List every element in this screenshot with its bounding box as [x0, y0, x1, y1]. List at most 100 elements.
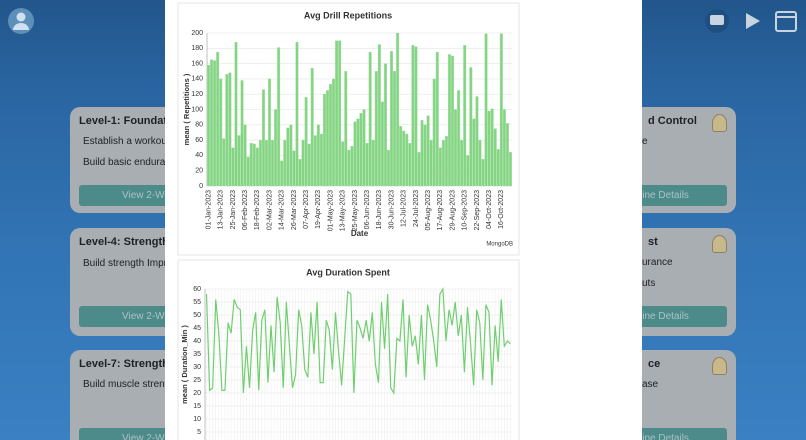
bar — [460, 139, 464, 187]
y-tick-label: 60 — [193, 286, 201, 293]
calendar-icon[interactable] — [775, 11, 797, 32]
bar — [469, 67, 473, 187]
chat-icon — [710, 15, 724, 25]
bar — [365, 142, 369, 187]
bar — [219, 78, 223, 187]
bar — [441, 139, 445, 187]
bar — [338, 40, 342, 187]
bar — [234, 41, 238, 187]
bar — [210, 59, 214, 187]
y-tick-label: 20 — [193, 390, 201, 397]
bar — [268, 78, 272, 187]
card-item: Build strength — [83, 258, 145, 269]
bar — [249, 142, 253, 187]
bar — [301, 139, 305, 187]
card-title: Level-7: Strength a — [79, 358, 179, 370]
bar — [347, 149, 351, 187]
x-tick-label: 04-Oct-2023 — [486, 190, 493, 229]
line — [205, 286, 511, 396]
bar — [472, 118, 476, 187]
bar — [261, 89, 265, 187]
y-axis-title: mean ( Duration_Min ) — [180, 325, 189, 404]
bar — [222, 138, 226, 187]
bar — [353, 121, 357, 187]
bar — [484, 33, 488, 187]
card-title: Level-4: Strength a — [79, 236, 179, 248]
x-tick-label: 06-Jun-2023 — [364, 190, 371, 229]
x-tick-label: 14-Mar-2023 — [279, 190, 286, 230]
bar — [240, 80, 244, 187]
card-item: uts — [642, 278, 656, 289]
y-tick-label: 15 — [193, 403, 201, 410]
bar — [252, 143, 256, 187]
bar — [435, 51, 439, 187]
x-tick-label: 13-Jan-2023 — [218, 190, 225, 229]
card-item: e — [642, 136, 648, 147]
bar — [502, 109, 506, 187]
bar — [405, 133, 409, 187]
chart-title: Avg Drill Repetitions — [304, 10, 392, 20]
bar — [316, 124, 320, 187]
x-tick-label: 10-Sep-2023 — [462, 190, 469, 231]
bar — [283, 139, 287, 187]
top-bar — [8, 8, 797, 34]
play-icon[interactable] — [746, 13, 760, 29]
bar — [231, 147, 235, 187]
bar — [432, 78, 436, 187]
bar — [454, 109, 458, 187]
x-tick-label: 22-Sep-2023 — [474, 190, 481, 231]
y-tick-label: 160 — [191, 60, 203, 67]
x-tick-label: 25-May-2023 — [352, 190, 359, 231]
x-tick-label: 01-Jan-2023 — [205, 190, 212, 229]
bar — [493, 128, 497, 187]
bar — [396, 32, 400, 187]
y-tick-label: 25 — [193, 377, 201, 384]
bar — [359, 113, 363, 187]
bar — [280, 160, 284, 187]
bar — [399, 126, 403, 187]
x-tick-label: 01-May-2023 — [327, 190, 334, 231]
bar — [426, 115, 430, 187]
bar — [478, 139, 482, 187]
bar — [481, 159, 485, 187]
bar — [444, 136, 448, 187]
x-axis-title: Date — [351, 229, 369, 238]
y-tick-label: 80 — [195, 122, 203, 129]
avatar-head — [16, 12, 26, 22]
y-tick-label: 40 — [193, 338, 201, 345]
x-tick-label: 07-Apr-2023 — [303, 190, 310, 229]
x-tick-label: 02-Mar-2023 — [266, 190, 273, 230]
x-tick-label: 13-May-2023 — [340, 190, 347, 231]
bar — [356, 118, 360, 187]
y-tick-label: 55 — [193, 299, 201, 306]
bar — [344, 71, 348, 187]
x-tick-label: 12-Jul-2023 — [401, 190, 408, 227]
chart-panel — [177, 259, 520, 440]
bar — [393, 71, 397, 187]
y-tick-label: 0 — [199, 183, 203, 190]
y-tick-label: 120 — [191, 91, 203, 98]
bar — [438, 147, 442, 187]
x-tick-label: 24-Jul-2023 — [413, 190, 420, 227]
bar — [213, 60, 217, 187]
bar — [304, 97, 308, 187]
x-tick-label: 18-Feb-2023 — [254, 190, 261, 230]
y-tick-label: 180 — [191, 45, 203, 52]
bar — [383, 63, 387, 187]
bar — [255, 147, 259, 187]
x-tick-label: 06-Feb-2023 — [242, 190, 249, 230]
bar — [417, 152, 421, 187]
bar — [329, 84, 333, 187]
card-item: Impr — [147, 258, 167, 269]
card-item: Build muscle strength — [83, 379, 179, 390]
x-tick-label: 18-Jun-2023 — [376, 190, 383, 229]
bar — [341, 141, 345, 187]
card-item: Build basic endurance — [83, 157, 182, 168]
bar — [420, 120, 424, 187]
y-tick-label: 100 — [191, 106, 203, 113]
y-tick-label: 140 — [191, 76, 203, 83]
bar — [508, 152, 512, 187]
x-tick-label: 30-Jun-2023 — [388, 190, 395, 229]
chart-modal: Avg Drill Repetitions 0 20 40 60 80 100 120 140 1… — [165, 0, 642, 440]
